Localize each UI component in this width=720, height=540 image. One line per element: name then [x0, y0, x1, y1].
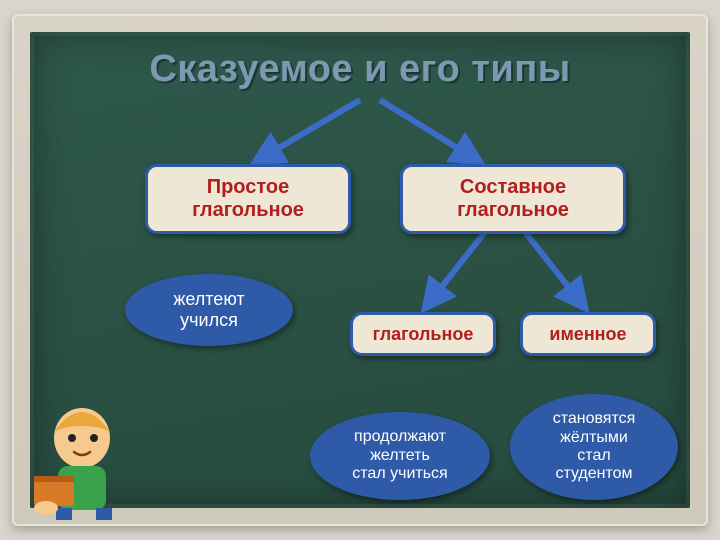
student-icon: [24, 380, 144, 520]
node-e3: становятся жёлтыми стал студентом: [510, 394, 678, 500]
node-e2: продолжают желтеть стал учиться: [310, 412, 490, 500]
chalkboard: Сказуемое и его типы Простое глагольное С…: [30, 32, 690, 508]
arrow-0: [255, 100, 360, 162]
arrow-1: [380, 100, 480, 162]
node-e1: желтеют учился: [125, 274, 293, 346]
diagram-title: Сказуемое и его типы: [30, 48, 690, 91]
node-n3: глагольное: [350, 312, 496, 356]
arrow-3: [525, 232, 585, 308]
node-n2: Составное глагольное: [400, 164, 626, 234]
board-frame: Сказуемое и его типы Простое глагольное С…: [12, 14, 708, 526]
node-n1: Простое глагольное: [145, 164, 351, 234]
arrow-2: [425, 232, 485, 308]
node-n4: именное: [520, 312, 656, 356]
